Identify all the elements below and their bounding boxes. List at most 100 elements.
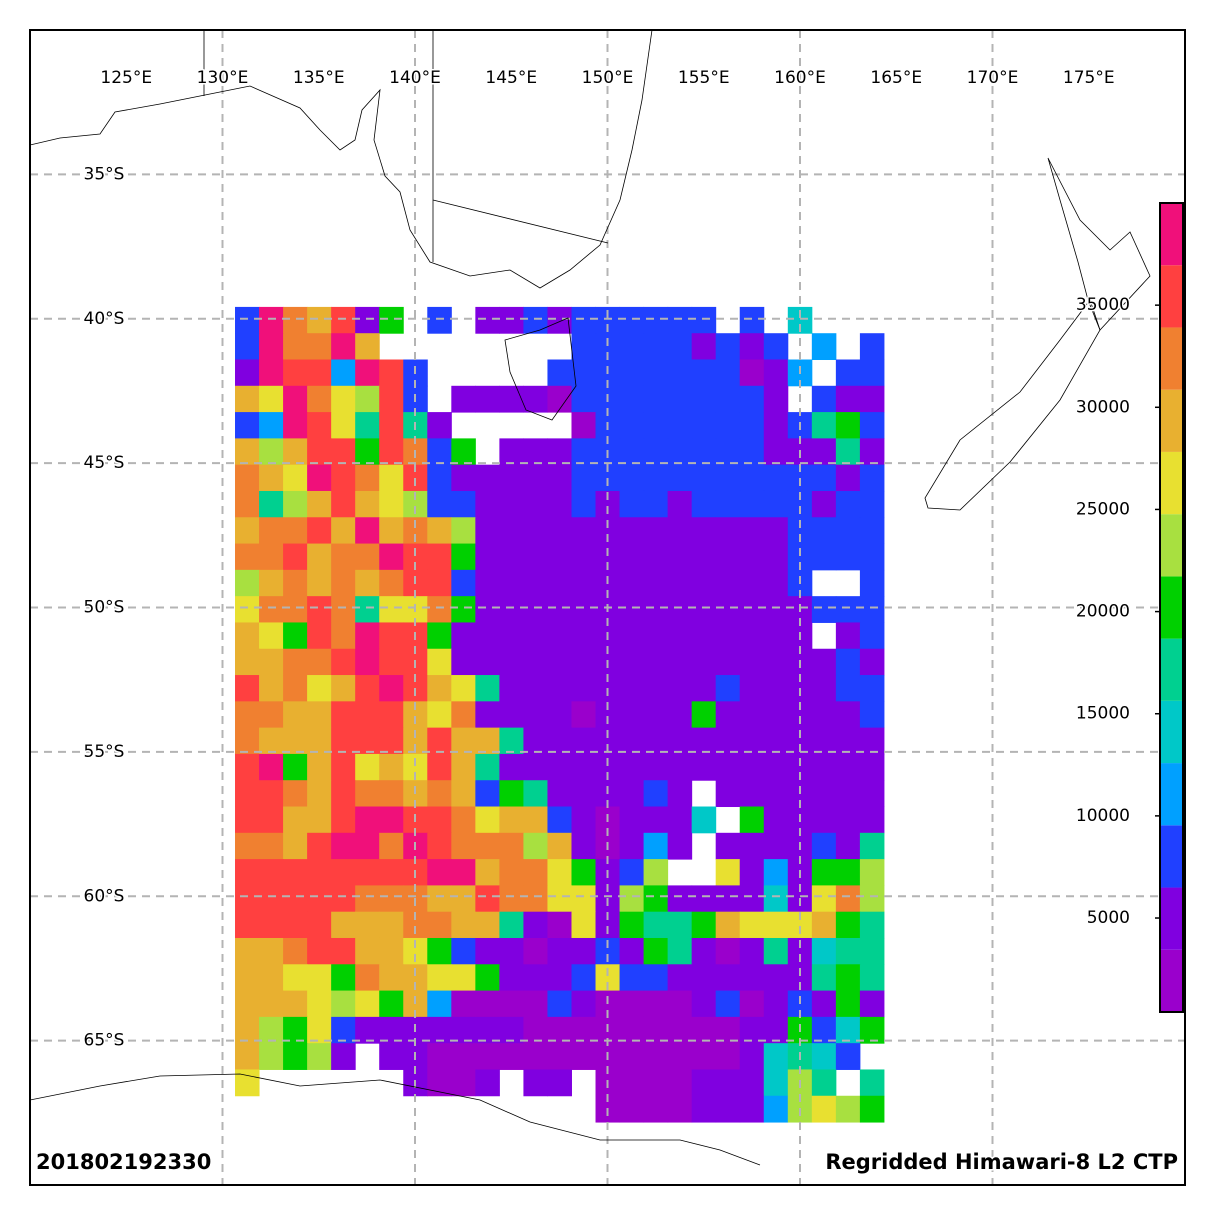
grid-cell: [355, 333, 380, 361]
grid-cell: [547, 701, 572, 729]
grid-cell: [331, 937, 356, 965]
grid-cell: [739, 464, 765, 492]
grid-cell: [619, 464, 645, 492]
grid-cell: [811, 543, 837, 571]
grid-cell: [811, 727, 837, 755]
grid-cell: [331, 753, 356, 781]
grid-cell: [451, 780, 476, 808]
grid-cell: [859, 727, 885, 755]
grid-cell: [667, 517, 693, 545]
grid-cell: [691, 937, 717, 965]
grid-cell: [355, 490, 380, 518]
grid-cell: [835, 359, 861, 387]
grid-cell: [307, 517, 332, 545]
grid-cell: [259, 622, 284, 650]
grid-cell: [475, 832, 500, 860]
grid-cell: [811, 412, 837, 439]
grid-cell: [259, 753, 284, 781]
grid-cell: [379, 832, 404, 860]
grid-cell: [235, 675, 260, 702]
grid-cell: [331, 911, 356, 939]
grid-cell: [379, 517, 404, 545]
map-frame: [29, 29, 1186, 1186]
grid-cell: [235, 701, 260, 729]
grid-cell: [283, 911, 308, 939]
grid-cell: [811, 596, 837, 623]
grid-cell: [427, 438, 452, 466]
grid-cell: [547, 385, 572, 413]
grid-cell: [811, 806, 837, 834]
grid-cell: [259, 359, 284, 387]
grid-cell: [379, 885, 404, 913]
grid-cell: [571, 753, 597, 781]
grid-cell: [547, 911, 572, 939]
grid-cell: [739, 490, 765, 518]
grid-cell: [547, 1069, 572, 1097]
grid-cell: [355, 622, 380, 650]
grid-cell: [619, 385, 645, 413]
grid-cell: [427, 832, 452, 860]
grid-cell: [643, 859, 669, 886]
grid-cell: [835, 412, 861, 439]
grid-cell: [859, 490, 885, 518]
grid-cell: [835, 1016, 861, 1044]
grid-cell: [811, 1016, 837, 1044]
lat-label: 55°S: [84, 742, 125, 762]
grid-cell: [499, 648, 524, 676]
grid-cell: [355, 937, 380, 965]
grid-cell: [619, 753, 645, 781]
grid-cell: [355, 359, 380, 387]
grid-cell: [499, 306, 524, 334]
grid-cell: [619, 727, 645, 755]
grid-cell: [523, 569, 548, 597]
grid-cell: [451, 622, 476, 650]
grid-cell: [499, 517, 524, 545]
grid-cell: [451, 1016, 476, 1044]
colorbar-band: [1160, 700, 1183, 764]
grid-cell: [763, 543, 789, 571]
grid-cell: [859, 701, 885, 729]
grid-cell: [283, 937, 308, 965]
grid-cell: [499, 438, 524, 466]
grid-cell: [475, 911, 500, 939]
grid-cell: [763, 438, 789, 466]
grid-cell: [739, 937, 765, 965]
grid-cell: [355, 412, 380, 439]
grid-cell: [667, 385, 693, 413]
grid-cell: [691, 596, 717, 623]
grid-cell: [283, 359, 308, 387]
grid-cell: [283, 569, 308, 597]
grid-cell: [811, 753, 837, 781]
grid-cell: [571, 1016, 597, 1044]
grid-cell: [715, 385, 741, 413]
grid-cell: [283, 333, 308, 361]
grid-cell: [235, 885, 260, 913]
grid-cell: [331, 359, 356, 387]
grid-cell: [355, 517, 380, 545]
colorbar-band: [1160, 514, 1183, 577]
grid-cell: [691, 701, 717, 729]
grid-cell: [379, 859, 404, 886]
grid-cell: [499, 753, 524, 781]
grid-cell: [859, 412, 885, 439]
grid-cell: [307, 675, 332, 702]
grid-cell: [763, 333, 789, 361]
grid-cell: [331, 964, 356, 992]
grid-cell: [667, 596, 693, 623]
grid-cell: [547, 464, 572, 492]
grid-cell: [547, 543, 572, 571]
grid-cell: [427, 596, 452, 623]
grid-cell: [451, 385, 476, 413]
grid-cell: [763, 569, 789, 597]
grid-cell: [499, 490, 524, 518]
grid-cell: [355, 990, 380, 1018]
grid-cell: [547, 648, 572, 676]
timestamp: 201802192330: [36, 1150, 211, 1174]
grid-cell: [715, 464, 741, 492]
grid-cell: [331, 859, 356, 886]
grid-cell: [835, 385, 861, 413]
grid-cell: [811, 464, 837, 492]
grid-cell: [739, 412, 765, 439]
grid-cell: [427, 727, 452, 755]
map-title: Regridded Himawari-8 L2 CTP: [825, 1150, 1178, 1174]
